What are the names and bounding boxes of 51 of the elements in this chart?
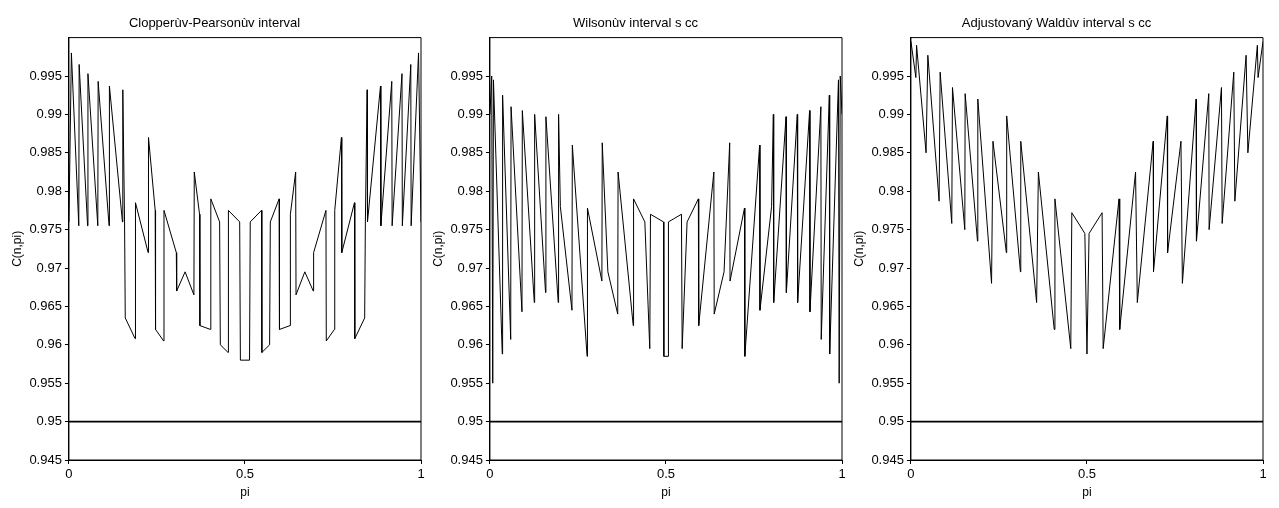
y-tick-label: 0.955 xyxy=(29,374,62,390)
y-tick-label: 0.975 xyxy=(29,221,62,237)
y-tick-label: 0.985 xyxy=(871,144,904,160)
y-tick-label: 0.96 xyxy=(878,336,904,352)
x-axis-title: pi xyxy=(661,485,671,500)
y-tick-label: 0.99 xyxy=(878,105,904,121)
y-tick-label: 0.965 xyxy=(871,297,904,313)
x-tick-label: 0.5 xyxy=(235,466,254,482)
y-axis-title: C(n,pi) xyxy=(851,230,866,267)
y-tick-label: 0.96 xyxy=(36,336,62,352)
y-tick-label: 0.965 xyxy=(450,297,483,313)
x-tick-label: 1 xyxy=(417,466,425,482)
x-tick-label: 0 xyxy=(486,466,494,482)
y-tick-label: 0.975 xyxy=(871,221,904,237)
y-tick-label: 0.99 xyxy=(36,105,62,121)
y-axis-title: C(n,pi) xyxy=(430,230,445,267)
chart-title: Adjustovaný Waldùv interval s cc xyxy=(961,15,1152,31)
x-tick-label: 1 xyxy=(1259,466,1267,482)
x-tick-label: 1 xyxy=(838,466,846,482)
y-tick-label: 0.95 xyxy=(878,413,904,429)
x-tick-label: 0.5 xyxy=(1077,466,1096,482)
y-tick-label: 0.95 xyxy=(36,413,62,429)
x-tick-label: 0 xyxy=(65,466,73,482)
x-tick-label: 0 xyxy=(907,466,915,482)
y-axis-title: C(n,pi) xyxy=(9,230,24,267)
y-tick-label: 0.995 xyxy=(871,67,904,83)
y-tick-label: 0.945 xyxy=(871,451,904,467)
y-tick-label: 0.945 xyxy=(450,451,483,467)
chart-title: Clopperùv-Pearsonùv interval xyxy=(128,15,301,31)
y-tick-label: 0.98 xyxy=(36,182,62,198)
chart-title: Wilsonùv interval s cc xyxy=(573,15,699,31)
y-tick-label: 0.99 xyxy=(457,105,483,121)
y-tick-label: 0.98 xyxy=(457,182,483,198)
y-tick-label: 0.995 xyxy=(29,67,62,83)
y-tick-label: 0.995 xyxy=(450,67,483,83)
y-tick-label: 0.97 xyxy=(36,259,62,275)
y-tick-label: 0.985 xyxy=(29,144,62,160)
y-tick-label: 0.98 xyxy=(878,182,904,198)
y-tick-label: 0.965 xyxy=(29,297,62,313)
x-axis-title: pi xyxy=(1082,485,1092,500)
y-tick-label: 0.97 xyxy=(878,259,904,275)
y-tick-label: 0.955 xyxy=(450,374,483,390)
x-axis-title: pi xyxy=(240,485,250,500)
y-tick-label: 0.945 xyxy=(29,451,62,467)
y-tick-label: 0.955 xyxy=(871,374,904,390)
y-tick-label: 0.975 xyxy=(450,221,483,237)
y-tick-label: 0.95 xyxy=(457,413,483,429)
y-tick-label: 0.985 xyxy=(450,144,483,160)
x-tick-label: 0.5 xyxy=(656,466,675,482)
y-tick-label: 0.97 xyxy=(457,259,483,275)
y-tick-label: 0.96 xyxy=(457,336,483,352)
